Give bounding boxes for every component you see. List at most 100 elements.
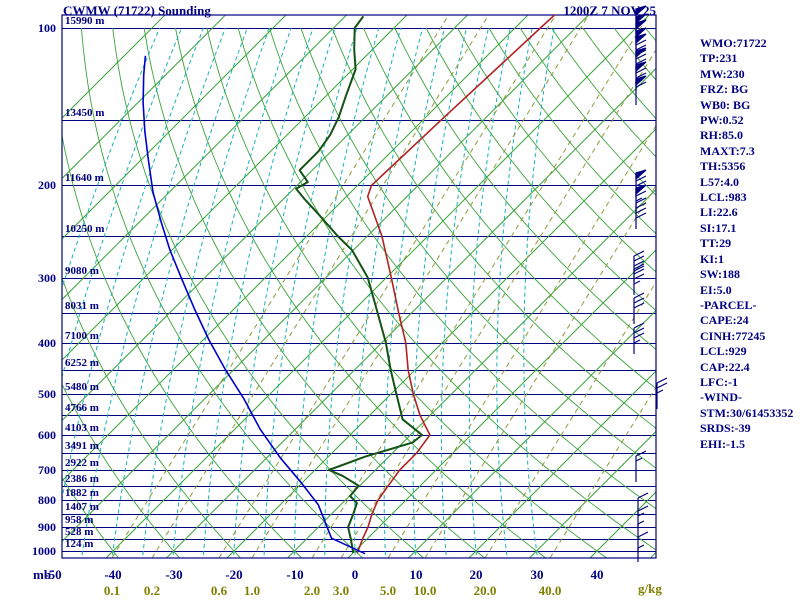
stats-line: LI:22.6 — [700, 205, 738, 220]
moist-adiabat-line — [468, 27, 511, 558]
isotherm-line — [62, 15, 226, 180]
mixing-ratio-tick-label: 3.0 — [332, 583, 350, 598]
altitude-label: 958 m — [65, 514, 94, 526]
wind-barb — [633, 263, 645, 295]
dry-adiabat-line — [112, 27, 425, 558]
temperature-tick-label: -20 — [225, 567, 243, 582]
mixing-ratio-tick-label: 5.0 — [379, 583, 397, 598]
isotherm-line — [287, 188, 656, 558]
pressure-tick-label: 300 — [38, 271, 56, 285]
dewpoint-curve — [295, 15, 423, 553]
altitude-label: 13450 m — [65, 107, 105, 119]
moist-adiabat-line — [62, 27, 161, 290]
stats-line: FRZ: BG — [700, 82, 749, 97]
dry-adiabat-line — [268, 27, 656, 510]
moist-adiabat-line — [496, 27, 533, 558]
moist-adiabat-line — [441, 27, 489, 558]
mixing-ratio-tick-label: 1.0 — [243, 583, 261, 598]
altitude-label: 10250 m — [65, 223, 105, 235]
skew-grid — [62, 15, 656, 558]
moist-adiabat-line — [81, 27, 226, 558]
mixing-ratio-tick-label: 0.1 — [103, 583, 121, 598]
temperature-tick-label: 0 — [351, 567, 359, 582]
temperature-tick-label: 30 — [530, 567, 544, 582]
moist-adiabat-line — [293, 27, 380, 558]
isotherm-line — [62, 15, 408, 361]
dry-adiabat-line — [143, 27, 486, 558]
mixing-ratio-line — [218, 15, 557, 558]
pressure-tick-label: 800 — [38, 493, 56, 507]
altitude-label: 4103 m — [65, 422, 99, 434]
pressure-tick-label: 100 — [38, 21, 56, 35]
stats-line: LCL:983 — [700, 190, 747, 205]
moist-adiabat-line — [383, 27, 445, 558]
stats-line: WB0: BG — [700, 97, 751, 112]
altitude-label: 1407 m — [65, 501, 99, 513]
altitude-label: 4766 m — [65, 402, 99, 414]
chart-datetime: 1200Z 7 NOV 25 — [563, 3, 656, 18]
mixing-ratio-line — [484, 281, 656, 558]
stats-line: MAXT:7.3 — [700, 143, 755, 158]
pressure-unit-label: mb — [33, 567, 52, 582]
moist-adiabat-line — [202, 27, 314, 558]
temperature-tick-label: -40 — [104, 567, 122, 582]
wind-barb — [635, 450, 647, 482]
moist-adiabat-line — [354, 27, 424, 558]
mixing-unit-label: g/kg — [638, 581, 662, 596]
moist-adiabat-line — [62, 27, 204, 502]
mixing-ratio-line — [151, 15, 490, 558]
mixing-ratio-tick-label: 10.0 — [413, 583, 437, 598]
altitude-label: 7100 m — [65, 330, 99, 342]
stats-line: TT:29 — [700, 236, 732, 251]
moist-adiabat-line — [111, 27, 248, 558]
altitude-label: 528 m — [65, 526, 94, 538]
temperature-curve — [356, 15, 556, 554]
mixing-ratio-line — [387, 124, 656, 558]
isotherm-line — [166, 67, 656, 558]
mixing-ratio-tick-label: 2.0 — [303, 583, 321, 598]
altitude-label: 9080 m — [65, 265, 99, 277]
moist-adiabat-line — [141, 27, 270, 558]
altitude-label: 15990 m — [65, 15, 105, 27]
stats-line: KI:1 — [700, 251, 724, 266]
wind-barb — [637, 531, 649, 553]
stats-line: SW:188 — [700, 267, 741, 282]
isotherm-line — [62, 15, 166, 119]
dry-adiabat-line — [362, 27, 656, 390]
altitude-label: 8031 m — [65, 300, 99, 312]
isotherm-line — [62, 15, 589, 543]
temperature-tick-label: 20 — [469, 567, 483, 582]
dry-adiabat-line — [519, 27, 656, 196]
mixing-ratio-line — [111, 15, 450, 558]
moist-adiabat-line — [324, 27, 402, 558]
stats-line: EI:5.0 — [700, 282, 732, 297]
isotherm-line — [105, 15, 650, 558]
isotherm-line — [347, 249, 656, 558]
stats-line: EHI:-1.5 — [700, 436, 745, 451]
stats-line: CINH:77245 — [700, 328, 766, 343]
stats-line: WMO:71722 — [700, 36, 767, 50]
pressure-tick-label: 500 — [38, 387, 56, 401]
moist-adiabat-line — [233, 27, 336, 558]
temperature-tick-label: 10 — [409, 567, 423, 582]
stats-line: -PARCEL- — [700, 297, 757, 312]
dry-adiabat-line — [80, 27, 364, 558]
wind-barb — [656, 377, 668, 409]
mixing-ratio-line — [424, 184, 656, 558]
stats-line: TH:5356 — [700, 159, 746, 174]
isotherm-line — [468, 370, 656, 558]
temperature-tick-label: -10 — [286, 567, 304, 582]
pressure-tick-label: 700 — [38, 463, 56, 477]
stats-line: -WIND- — [700, 390, 742, 405]
stats-line: PW:0.52 — [700, 113, 744, 128]
stats-line: L57:4.0 — [700, 174, 739, 189]
pressure-tick-label: 900 — [38, 520, 56, 534]
altitude-label: 124 m — [65, 538, 94, 550]
dry-adiabat-line — [331, 27, 656, 429]
moist-adiabat-line — [412, 27, 467, 558]
dry-adiabat-line — [425, 27, 656, 312]
stats-line: CAP:22.4 — [700, 359, 750, 374]
stats-line: TP:231 — [700, 51, 738, 66]
wind-barb — [637, 544, 645, 562]
